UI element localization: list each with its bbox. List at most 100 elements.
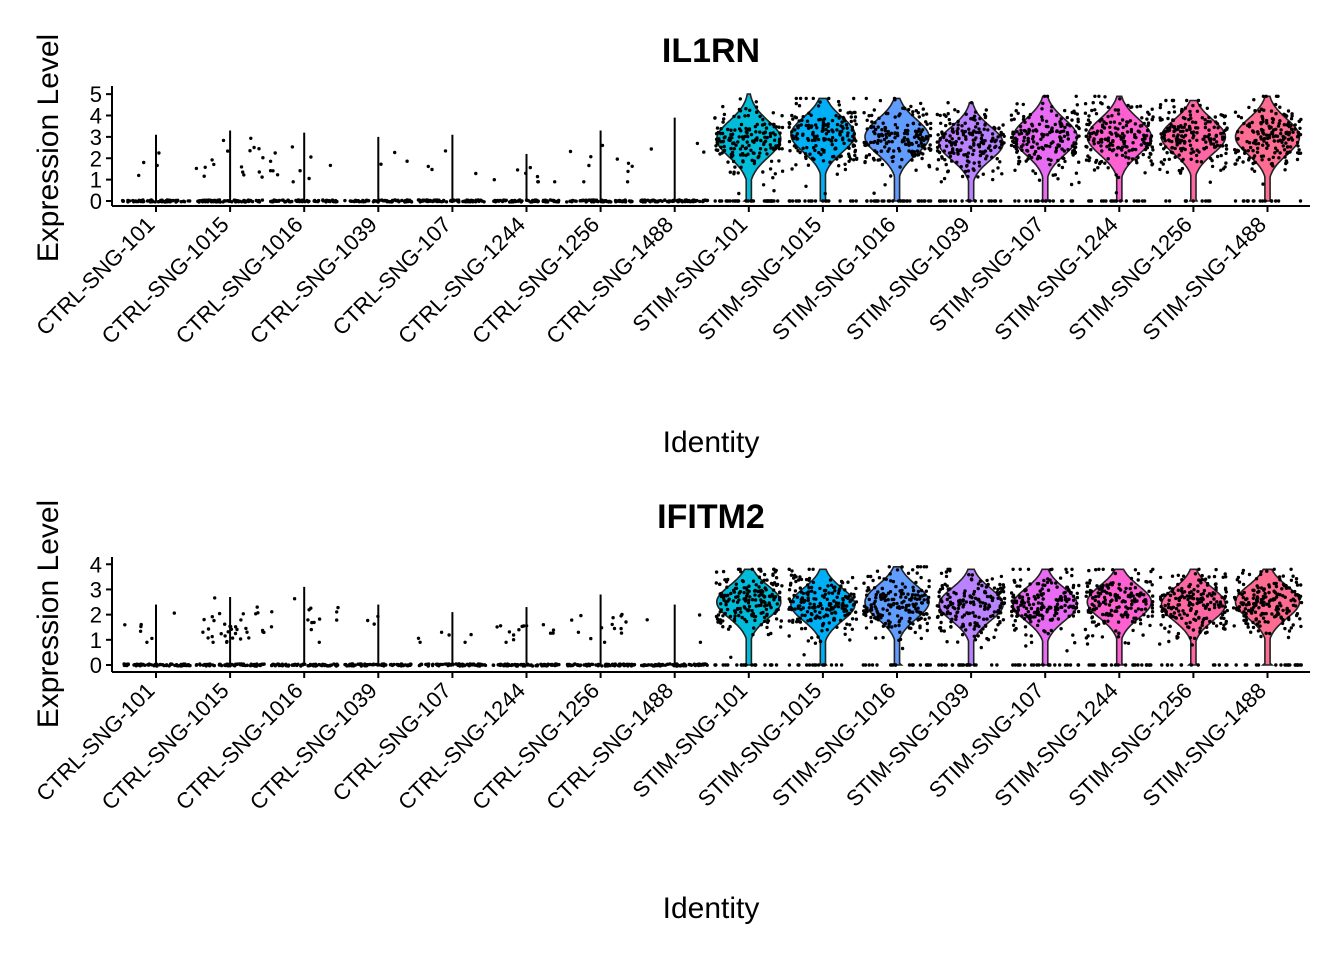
data-point — [1208, 180, 1213, 184]
data-point — [1214, 120, 1218, 124]
data-point — [1138, 594, 1142, 598]
data-point — [952, 590, 956, 595]
data-point — [596, 664, 600, 668]
data-point — [260, 175, 264, 179]
data-point — [207, 198, 211, 202]
data-point — [126, 198, 130, 203]
data-point — [1023, 129, 1028, 133]
data-point — [202, 174, 206, 178]
data-point — [1133, 122, 1138, 126]
data-point — [927, 616, 931, 620]
x-tick-label: CTRL-SNG-1015 — [97, 212, 234, 349]
data-point — [174, 200, 178, 204]
data-point — [897, 149, 902, 153]
data-point — [880, 199, 884, 203]
data-point — [740, 144, 745, 148]
data-point — [738, 147, 743, 151]
data-point — [1197, 567, 1201, 571]
data-point — [965, 663, 969, 667]
data-point — [927, 163, 931, 168]
data-point — [894, 663, 898, 667]
data-point — [994, 628, 998, 632]
data-point — [1295, 663, 1300, 667]
data-point — [1013, 168, 1017, 172]
data-point — [1038, 589, 1042, 593]
data-point — [722, 144, 726, 149]
data-point — [939, 620, 943, 625]
data-point — [1131, 141, 1135, 145]
data-point — [810, 199, 814, 203]
data-point — [928, 143, 932, 147]
data-point — [1127, 149, 1131, 153]
data-point — [1198, 630, 1202, 635]
data-point — [1271, 135, 1276, 139]
data-point — [1188, 113, 1193, 117]
data-point — [956, 640, 960, 644]
data-point — [301, 663, 305, 667]
data-point — [803, 613, 807, 618]
data-point — [936, 158, 941, 162]
data-point — [1126, 161, 1131, 166]
data-point — [1281, 594, 1285, 598]
data-point — [960, 633, 965, 637]
data-point — [697, 662, 701, 666]
data-point — [426, 164, 430, 169]
data-point — [1212, 137, 1216, 141]
data-point — [1287, 616, 1291, 620]
data-point — [867, 588, 871, 592]
data-point — [1190, 120, 1195, 124]
data-point — [977, 145, 982, 149]
data-point — [1203, 125, 1208, 130]
data-point — [492, 178, 496, 182]
data-point — [878, 613, 882, 617]
data-point — [615, 157, 619, 161]
data-point — [843, 167, 848, 172]
data-point — [961, 599, 965, 603]
data-point — [839, 579, 844, 584]
data-point — [852, 137, 857, 141]
data-point — [260, 662, 264, 667]
data-point — [378, 198, 382, 202]
data-point — [1298, 151, 1303, 155]
data-point — [909, 150, 914, 155]
data-point — [877, 116, 881, 121]
data-point — [737, 613, 741, 618]
data-point — [705, 198, 710, 203]
data-point — [893, 131, 897, 135]
data-point — [1057, 163, 1061, 167]
data-point — [806, 590, 811, 594]
data-point — [865, 127, 869, 131]
data-point — [611, 662, 615, 667]
data-point — [1243, 149, 1247, 153]
data-point — [952, 141, 956, 145]
data-point — [953, 606, 957, 611]
data-point — [198, 662, 202, 666]
data-point — [883, 183, 887, 187]
data-point — [1223, 586, 1228, 590]
data-point — [1059, 122, 1064, 126]
data-point — [1072, 606, 1077, 610]
data-point — [1092, 168, 1097, 172]
data-point — [1063, 108, 1067, 113]
data-point — [979, 136, 984, 141]
data-point — [990, 577, 994, 581]
data-point — [1256, 596, 1260, 600]
data-point — [1024, 633, 1028, 637]
data-point — [1165, 663, 1170, 667]
data-point — [1219, 153, 1223, 158]
data-point — [862, 581, 866, 585]
data-point — [955, 611, 959, 615]
data-point — [1240, 602, 1245, 606]
data-point — [1001, 123, 1005, 127]
violin-group — [639, 117, 710, 204]
data-point — [335, 618, 339, 622]
data-point — [806, 619, 810, 623]
data-point — [462, 663, 466, 667]
data-point — [821, 623, 825, 628]
data-point — [990, 155, 994, 159]
data-point — [643, 663, 647, 667]
data-point — [1204, 145, 1209, 150]
data-point — [1200, 199, 1204, 203]
data-point — [741, 153, 745, 157]
data-point — [1045, 610, 1049, 614]
